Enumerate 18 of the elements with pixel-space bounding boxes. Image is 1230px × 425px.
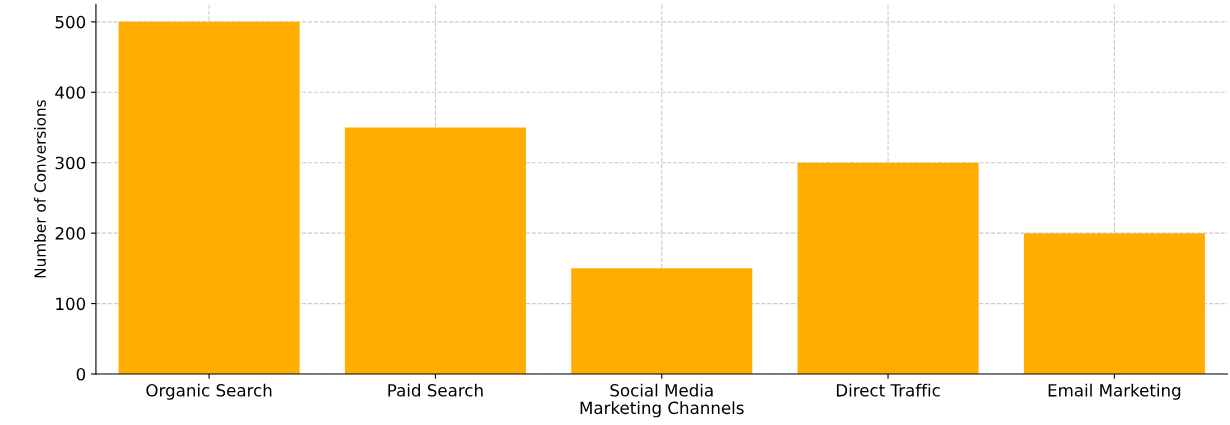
y-tick-label: 200 xyxy=(55,227,86,240)
x-tick-label: Paid Search xyxy=(388,383,483,397)
y-tick-label: 0 xyxy=(76,367,86,381)
y-axis-title: Number of Conversions xyxy=(34,100,46,278)
x-tick-label: Email Marketing xyxy=(1048,383,1181,400)
x-tick-label: Social Media xyxy=(610,383,713,397)
y-tick-label: 100 xyxy=(56,297,86,311)
x-tick-label: Organic Search xyxy=(146,383,272,400)
bar xyxy=(344,127,526,374)
x-tick-label: Direct Traffic xyxy=(836,383,940,397)
bar xyxy=(797,162,979,374)
y-tick-label: 400 xyxy=(55,86,86,99)
bar xyxy=(118,21,300,374)
y-tick-label: 300 xyxy=(55,156,86,170)
x-axis-title: Marketing Channels xyxy=(580,401,744,418)
bar xyxy=(1023,233,1205,374)
y-tick-label: 500 xyxy=(55,15,86,29)
bar xyxy=(571,268,753,374)
